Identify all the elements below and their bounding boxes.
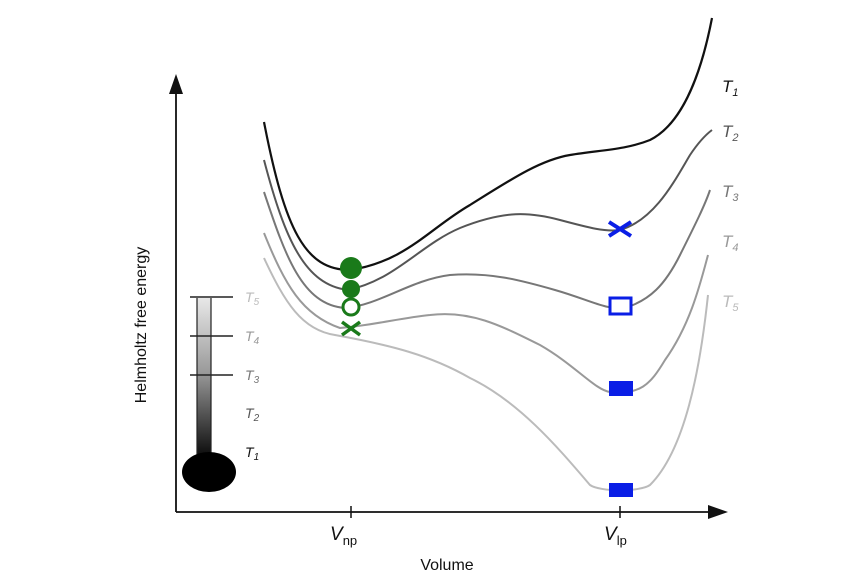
thermometer-ticks [190, 296, 233, 376]
thermometer: T5 T4 T3 T2 T1 [182, 289, 260, 492]
curve-label-t3: T3 [722, 182, 739, 204]
lp-open-square-t3 [608, 296, 633, 316]
lp-filled-square-t4 [609, 381, 633, 396]
x-tick-label-lp: Vlp [604, 524, 627, 548]
np-markers [340, 257, 362, 337]
np-open-circle-t3 [341, 297, 361, 317]
thermometer-bulb [182, 452, 236, 492]
x-axis-arrow-icon [708, 505, 728, 519]
curve-labels: T1 T2 T3 T4 T5 [722, 77, 739, 314]
y-axis-label: Helmholtz free energy [133, 247, 150, 404]
curve-label-t2: T2 [722, 122, 739, 144]
curve-t5 [263, 257, 709, 492]
curve-label-t5: T5 [722, 292, 739, 314]
thermo-label-t3: T3 [245, 367, 260, 386]
lp-cross-t2 [607, 220, 633, 238]
x-tick-label-np: Vnp [330, 524, 357, 548]
lp-filled-square-t5 [609, 483, 633, 497]
axes [169, 74, 728, 519]
thermo-label-t1: T1 [245, 444, 259, 463]
np-filled-circle-t2 [342, 280, 360, 298]
thermo-label-t4: T4 [245, 328, 260, 347]
thermo-label-t2: T2 [245, 405, 260, 424]
np-cross-t4 [340, 320, 362, 337]
curve-t2 [263, 129, 713, 292]
thermometer-tube [197, 298, 211, 463]
curve-t3 [263, 189, 711, 310]
curve-t1 [262, 17, 714, 272]
thermo-label-t5: T5 [245, 289, 260, 308]
curve-label-t1: T1 [722, 77, 739, 99]
curves [262, 17, 714, 492]
curve-label-t4: T4 [722, 232, 739, 254]
x-axis-label: Volume [420, 557, 473, 574]
y-axis-arrow-icon [169, 74, 183, 94]
np-filled-circle-t1 [340, 257, 362, 279]
lp-markers [607, 220, 633, 497]
curve-t4 [263, 232, 709, 394]
